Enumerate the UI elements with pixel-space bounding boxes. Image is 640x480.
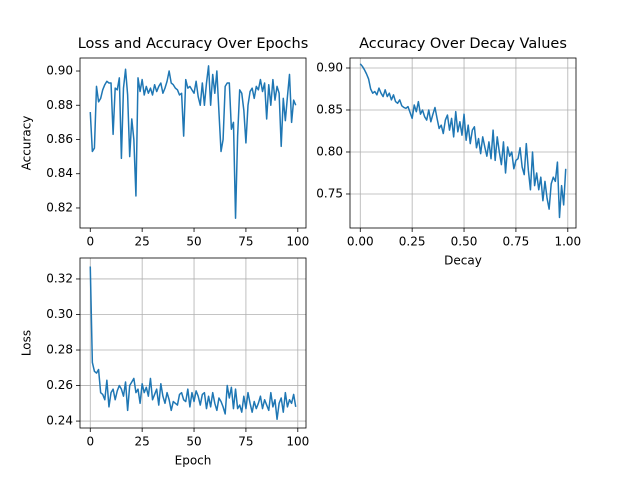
subplot-title: Loss and Accuracy Over Epochs <box>78 36 309 52</box>
y-tick-label: 0.84 <box>46 166 73 180</box>
y-tick-label: 0.86 <box>46 132 73 146</box>
x-tick-label: 1.00 <box>554 235 581 249</box>
x-tick-label: 0 <box>86 235 94 249</box>
plot-area <box>89 266 297 421</box>
data-line <box>89 266 297 421</box>
y-tick-label: 0.28 <box>46 343 73 357</box>
x-tick-label: 0.00 <box>347 235 374 249</box>
axes-frame <box>349 57 577 229</box>
x-tick-label: 25 <box>135 235 150 249</box>
x-tick-label: 25 <box>135 435 150 449</box>
data-line <box>359 63 567 219</box>
y-tick-label: 0.85 <box>316 102 343 116</box>
y-tick-label: 0.90 <box>316 60 343 74</box>
x-tick-label: 75 <box>238 435 253 449</box>
y-axis-label: Loss <box>20 330 34 356</box>
plot-area <box>89 65 297 219</box>
x-tick-label: 50 <box>186 435 201 449</box>
plot-area <box>359 63 567 219</box>
x-tick-label: 75 <box>238 235 253 249</box>
y-tick-label: 0.90 <box>46 64 73 78</box>
x-tick-label: 100 <box>286 435 309 449</box>
y-tick-label: 0.26 <box>46 378 73 392</box>
y-tick-label: 0.82 <box>46 200 73 214</box>
x-tick-label: 100 <box>286 235 309 249</box>
x-tick-label: 50 <box>186 235 201 249</box>
y-tick-label: 0.30 <box>46 307 73 321</box>
y-tick-label: 0.24 <box>46 414 73 428</box>
y-axis-label: Accuracy <box>20 116 34 171</box>
x-tick-label: 0.25 <box>399 235 426 249</box>
y-tick-label: 0.32 <box>46 271 73 285</box>
x-tick-label: 0.50 <box>451 235 478 249</box>
y-tick-label: 0.80 <box>316 144 343 158</box>
y-tick-label: 0.88 <box>46 98 73 112</box>
x-tick-label: 0 <box>86 435 94 449</box>
data-line <box>89 65 297 219</box>
x-tick-label: 0.75 <box>503 235 530 249</box>
axes-frame <box>79 257 307 429</box>
x-axis-label: Decay <box>444 254 482 268</box>
subplot-title: Accuracy Over Decay Values <box>359 36 567 52</box>
axes-frame <box>79 57 307 229</box>
x-axis-label: Epoch <box>175 454 212 468</box>
y-tick-label: 0.75 <box>316 186 343 200</box>
